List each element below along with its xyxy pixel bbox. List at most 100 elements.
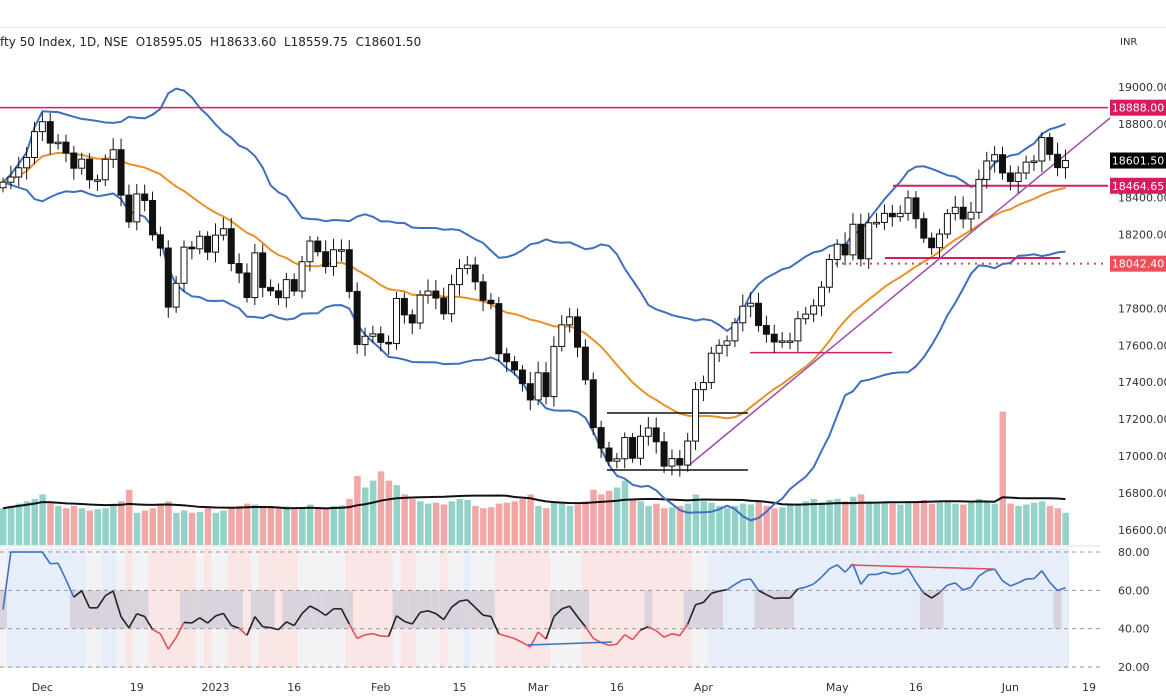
candle-up [0, 181, 7, 189]
volume-bar [149, 508, 157, 545]
rsi-shade [526, 548, 535, 668]
ohlc-high: H18633.60 [210, 35, 277, 49]
volume-bar [157, 503, 164, 545]
rsi-line-segment [616, 634, 626, 645]
volume-bar [968, 502, 975, 545]
candle-down [762, 325, 770, 335]
rsi-line-segment [356, 634, 366, 640]
volume-bar [724, 508, 731, 545]
rsi-shade [667, 548, 676, 668]
candle-up [715, 344, 723, 354]
candle-up [101, 158, 109, 181]
candle-down [70, 152, 78, 169]
rsi-mid-shade [786, 590, 794, 629]
rsi-shade [604, 548, 613, 668]
rsi-mid-shade [235, 590, 244, 629]
date-tick-label: 16 [610, 681, 624, 694]
rsi-shade [368, 548, 377, 668]
candle-down [1054, 153, 1062, 169]
candle-down [597, 427, 605, 449]
rsi-line-segment [1041, 570, 1051, 583]
volume-bar [779, 507, 786, 545]
candle-down [62, 141, 70, 154]
volume-bar [763, 505, 770, 545]
rsi-shade [148, 548, 157, 668]
volume-bar [920, 499, 928, 545]
rsi-line-segment [270, 626, 279, 631]
candle-down [125, 194, 133, 223]
volume-bar [440, 504, 448, 545]
candle-up [936, 233, 944, 249]
rsi-shade [494, 548, 503, 668]
rsi-shade [6, 548, 15, 668]
candle-up [896, 212, 904, 218]
date-tick-label: 19 [1082, 681, 1096, 694]
rsi-mid-shade [439, 590, 448, 629]
volume-bar [755, 501, 763, 545]
rsi-line-segment [191, 617, 201, 624]
candle-down [290, 279, 298, 292]
rsi-mid-shade [140, 590, 149, 629]
rsi-mid-shade [211, 590, 220, 629]
volume-bar [204, 508, 212, 545]
rsi-line-segment [899, 567, 909, 574]
candle-down [495, 303, 503, 355]
candle-down [755, 302, 763, 327]
volume-bar [196, 511, 204, 545]
candle-up [975, 178, 983, 213]
volume-bar [7, 505, 15, 545]
volume-bar [393, 485, 400, 545]
candle-down [274, 290, 282, 299]
price-tick-label: 17000.00 [1118, 450, 1166, 463]
rsi-line-segment [136, 613, 145, 618]
bollinger-upper [2, 87, 1066, 333]
volume-bar [181, 510, 188, 545]
rsi-line-segment [222, 612, 232, 626]
rsi-mid-shade [455, 590, 464, 629]
candle-up [1038, 137, 1046, 162]
volume-bar [661, 508, 668, 545]
rsi-line-segment [749, 578, 760, 591]
rsi-shade [164, 548, 173, 668]
candle-up [951, 206, 959, 215]
rsi-line-segment [647, 625, 657, 632]
rsi-tick-label: 20.00 [1118, 661, 1150, 674]
rsi-shade [738, 548, 747, 668]
rsi-shade [943, 548, 952, 668]
rsi-mid-shade [431, 590, 440, 629]
volume-bar [275, 508, 282, 545]
candle-up [361, 335, 369, 346]
candle-up [786, 340, 794, 343]
candle-up [644, 427, 652, 437]
rsi-mid-shade [124, 590, 133, 629]
rsi-shade [888, 548, 897, 668]
candle-up [873, 221, 881, 225]
rsi-line-segment [553, 608, 563, 618]
volume-bar [1062, 512, 1069, 545]
volume-bar [243, 503, 251, 545]
rsi-line-segment [734, 579, 744, 586]
candle-up [723, 340, 731, 346]
rsi-line-segment [640, 625, 649, 631]
volume-bar [259, 507, 267, 545]
volume-bar [220, 510, 227, 545]
rsi-shade [1061, 548, 1070, 668]
candle-up [731, 322, 739, 342]
candles [0, 112, 1069, 477]
rsi-mid-shade [250, 590, 259, 629]
candle-up [1022, 161, 1030, 174]
candle-up [30, 131, 38, 158]
rsi-shade [14, 548, 23, 668]
volume-bar [668, 507, 676, 545]
candle-down [86, 158, 94, 181]
candle-down [841, 243, 849, 256]
price-label-text: 18888.00 [1112, 102, 1165, 115]
rsi-shade [361, 548, 370, 668]
volume-bar [448, 501, 456, 545]
rsi-line-segment [419, 609, 429, 614]
sma-20-line [2, 151, 1066, 420]
rsi-line-segment [112, 590, 122, 617]
volume-bar [354, 476, 361, 545]
rsi-mid-shade [258, 590, 267, 629]
